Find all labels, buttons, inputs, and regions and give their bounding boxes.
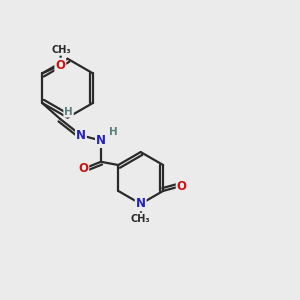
Text: CH₃: CH₃ [51, 45, 71, 55]
Text: H: H [109, 127, 118, 137]
Text: N: N [76, 129, 86, 142]
Text: CH₃: CH₃ [131, 214, 151, 224]
Text: H: H [64, 107, 73, 117]
Text: O: O [78, 162, 88, 175]
Text: N: N [136, 197, 146, 210]
Text: O: O [177, 180, 187, 193]
Text: N: N [96, 134, 106, 147]
Text: O: O [55, 59, 65, 72]
